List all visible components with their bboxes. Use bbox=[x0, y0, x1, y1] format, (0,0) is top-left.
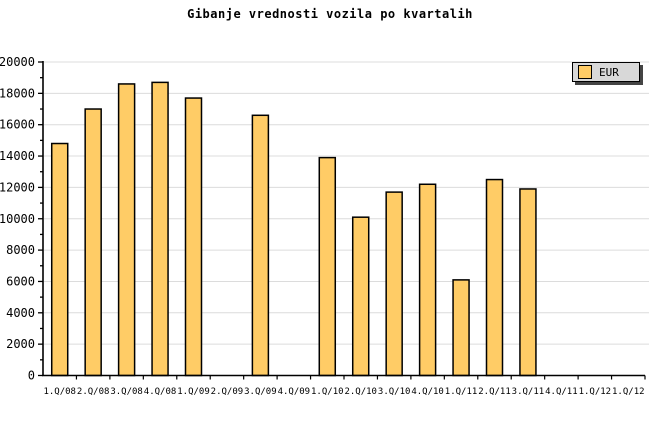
y-tick-label: 16000 bbox=[0, 118, 35, 132]
x-tick-label: 4.Q/08 bbox=[144, 387, 177, 397]
y-tick-label: 4000 bbox=[6, 306, 35, 320]
bar bbox=[351, 216, 370, 377]
x-tick-label: 2.Q/11 bbox=[478, 387, 511, 397]
x-tick-label: 1.Q/09 bbox=[177, 387, 210, 397]
bar bbox=[318, 156, 337, 377]
x-tick-label: 2.Q/09 bbox=[211, 387, 244, 397]
bar bbox=[184, 97, 203, 377]
y-tick-label: 6000 bbox=[6, 274, 35, 288]
x-tick-label: 4.Q/11 bbox=[545, 387, 578, 397]
bar bbox=[251, 114, 270, 377]
y-tick-label: 8000 bbox=[6, 243, 35, 257]
x-tick-label: 1.Q/11 bbox=[445, 387, 478, 397]
x-tick-label: 3.Q/10 bbox=[378, 387, 411, 397]
x-tick-label: 4.Q/09 bbox=[278, 387, 311, 397]
bar bbox=[117, 83, 136, 377]
x-tick-label: 1.Q/12 bbox=[579, 387, 612, 397]
x-tick-label: 3.Q/09 bbox=[244, 387, 277, 397]
x-tick-label: 1.Q/08 bbox=[43, 387, 76, 397]
x-tick-label: 1.Q/10 bbox=[311, 387, 344, 397]
bar bbox=[519, 188, 537, 377]
bar bbox=[50, 142, 69, 377]
y-tick-label: 2000 bbox=[6, 337, 35, 351]
y-tick-label: 0 bbox=[28, 369, 35, 383]
y-tick-label: 12000 bbox=[0, 180, 35, 194]
x-tick-label: 3.Q/08 bbox=[110, 387, 143, 397]
x-tick-label: 1.Q/12 bbox=[612, 387, 645, 397]
x-tick-label: 4.Q/10 bbox=[411, 387, 444, 397]
legend: EUR bbox=[572, 62, 640, 82]
bar bbox=[385, 191, 403, 377]
x-tick-label: 2.Q/10 bbox=[344, 387, 377, 397]
x-tick-label: 3.Q/11 bbox=[512, 387, 545, 397]
bar bbox=[84, 108, 102, 377]
legend-label: EUR bbox=[599, 65, 619, 79]
legend-color-swatch bbox=[578, 65, 592, 79]
y-tick-label: 20000 bbox=[0, 55, 35, 69]
bar bbox=[485, 178, 504, 377]
y-tick-label: 14000 bbox=[0, 149, 35, 163]
bar bbox=[151, 81, 169, 377]
y-tick-label: 18000 bbox=[0, 86, 35, 100]
chart-title: Gibanje vrednosti vozila po kvartalih bbox=[187, 7, 473, 21]
bar bbox=[418, 183, 437, 377]
x-tick-label: 2.Q/08 bbox=[77, 387, 110, 397]
y-tick-label: 10000 bbox=[0, 212, 35, 226]
bar bbox=[452, 279, 470, 377]
